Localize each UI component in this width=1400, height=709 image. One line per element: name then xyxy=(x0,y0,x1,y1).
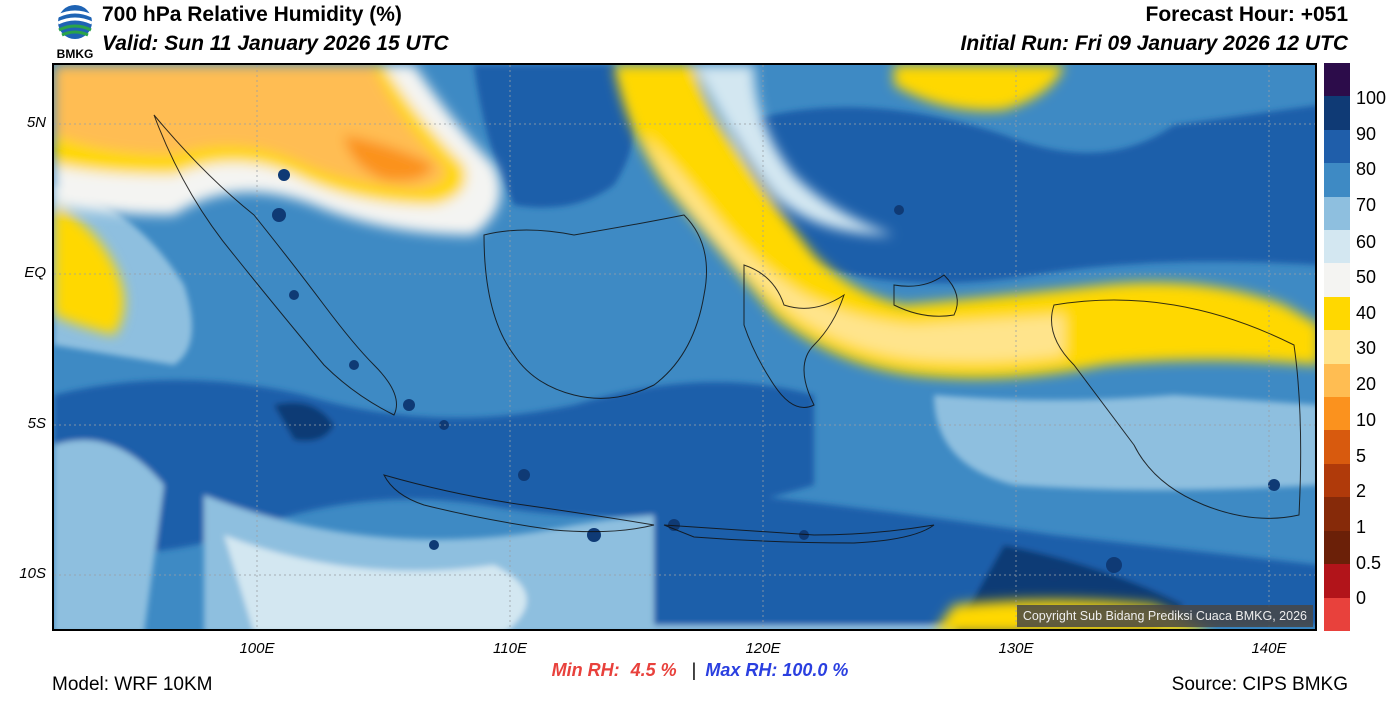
lon-label-130e: 130E xyxy=(998,640,1034,657)
logo-text: BMKG xyxy=(57,47,94,60)
forecast-hour: Forecast Hour: +051 xyxy=(1145,3,1349,26)
colorbar-segment xyxy=(1324,129,1350,164)
humidity-field xyxy=(54,65,1315,629)
max-rh-label: Max RH: xyxy=(705,660,778,680)
colorbar-label: 90 xyxy=(1356,124,1377,144)
colorbar-segment xyxy=(1324,330,1350,364)
colorbar xyxy=(1324,63,1350,631)
stats-separator: | xyxy=(691,660,697,680)
colorbar-segment xyxy=(1324,430,1350,464)
colorbar-segment xyxy=(1324,564,1350,598)
colorbar-segment xyxy=(1324,96,1350,130)
rh-stats: Min RH: 4.5 % | Max RH: 100.0 % xyxy=(0,660,1400,681)
copyright-notice: Copyright Sub Bidang Prediksi Cuaca BMKG… xyxy=(1016,605,1313,627)
lon-label-120e: 120E xyxy=(745,640,781,657)
colorbar-segment xyxy=(1324,597,1350,631)
colorbar-segment xyxy=(1324,497,1350,531)
colorbar-segment xyxy=(1324,363,1350,398)
colorbar-label: 10 xyxy=(1356,410,1377,430)
colorbar-segment xyxy=(1324,230,1350,264)
colorbar-segment xyxy=(1324,63,1350,97)
colorbar-label: 40 xyxy=(1356,303,1377,323)
colorbar-label: 30 xyxy=(1356,338,1377,358)
lon-label-100e: 100E xyxy=(239,640,275,657)
colorbar-label: 60 xyxy=(1356,232,1377,252)
humidity-map[interactable]: Copyright Sub Bidang Prediksi Cuaca BMKG… xyxy=(52,63,1317,631)
colorbar-label: 0 xyxy=(1356,588,1367,608)
colorbar-label: 1 xyxy=(1356,517,1367,537)
colorbar-segment xyxy=(1324,530,1350,565)
bmkg-logo: BMKG xyxy=(50,2,100,61)
data-source: Source: CIPS BMKG xyxy=(1171,674,1348,695)
colorbar-label: 2 xyxy=(1356,481,1367,501)
max-rh-value: 100.0 % xyxy=(782,660,849,680)
colorbar-label: 5 xyxy=(1356,446,1367,466)
colorbar-segment xyxy=(1324,463,1350,498)
valid-time: Valid: Sun 11 January 2026 15 UTC xyxy=(102,32,449,55)
colorbar-segment xyxy=(1324,263,1350,297)
colorbar-label: 70 xyxy=(1356,195,1377,215)
chart-title: 700 hPa Relative Humidity (%) xyxy=(102,3,402,26)
colorbar-label: 100 xyxy=(1356,88,1387,108)
min-rh-value: 4.5 % xyxy=(630,660,677,680)
lat-label-5s: 5S xyxy=(27,415,46,432)
lon-label-110e: 110E xyxy=(493,640,527,657)
lat-label-10s: 10S xyxy=(19,565,46,582)
lat-label-eq: EQ xyxy=(24,264,46,281)
lon-label-140e: 140E xyxy=(1251,640,1287,657)
colorbar-label: 0.5 xyxy=(1356,553,1382,573)
colorbar-label: 50 xyxy=(1356,267,1377,287)
colorbar-segment xyxy=(1324,163,1350,197)
colorbar-segment xyxy=(1324,296,1350,331)
colorbar-segment xyxy=(1324,196,1350,231)
colorbar-label: 80 xyxy=(1356,159,1377,179)
model-name: Model: WRF 10KM xyxy=(52,674,213,695)
min-rh-label: Min RH: xyxy=(551,660,620,680)
colorbar-label: 20 xyxy=(1356,374,1377,394)
colorbar-segment xyxy=(1324,397,1350,431)
initial-run: Initial Run: Fri 09 January 2026 12 UTC xyxy=(960,32,1348,55)
lat-label-5n: 5N xyxy=(26,114,46,131)
